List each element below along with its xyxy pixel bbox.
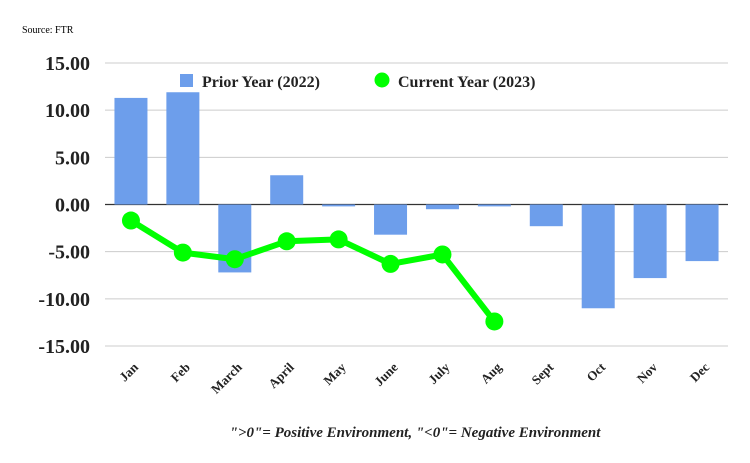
legend-bar-label: Prior Year (2022) — [202, 74, 320, 91]
point-june — [381, 254, 400, 273]
y-tick-label: 0.00 — [55, 195, 90, 217]
bar-nov — [633, 204, 667, 279]
gridlines — [105, 62, 728, 347]
point-may — [329, 230, 348, 249]
legend-bar-swatch — [180, 74, 193, 87]
point-july — [433, 245, 452, 264]
y-tick-label: 5.00 — [55, 147, 90, 169]
bar-jan — [114, 97, 148, 205]
bar-series — [114, 92, 719, 309]
current-year-line — [127, 217, 498, 325]
x-tick-label: March — [208, 359, 246, 397]
point-april — [277, 232, 296, 251]
x-tick-label: Feb — [168, 360, 193, 385]
legend-line-swatch — [374, 72, 390, 88]
bar-may — [322, 204, 356, 207]
footnote: ">0"= Positive Environment, "<0"= Negati… — [230, 425, 602, 441]
bar-dec — [685, 204, 719, 262]
point-aug — [485, 312, 504, 331]
bar-aug — [477, 204, 511, 207]
y-axis-ticks: 15.00 10.00 5.00 0.00 -5.00 -10.00 -15.00 — [38, 53, 90, 358]
bar-sept — [529, 204, 563, 227]
x-tick-label: July — [425, 359, 453, 387]
legend-line-label: Current Year (2023) — [398, 74, 535, 91]
y-tick-label: -10.00 — [38, 289, 90, 311]
point-jan — [121, 211, 140, 230]
x-tick-label: Jan — [116, 359, 141, 384]
x-tick-label: Dec — [687, 359, 713, 385]
y-tick-label: 10.00 — [45, 100, 90, 122]
x-tick-label: Nov — [634, 359, 661, 386]
x-axis-ticks: Jan Feb March April May June July Aug Sept Oct Nov… — [116, 359, 712, 397]
y-tick-label: -5.00 — [48, 242, 90, 264]
x-tick-label: Sept — [528, 359, 556, 387]
legend: Prior Year (2022) Current Year (2023) — [180, 72, 535, 91]
x-tick-label: Oct — [583, 359, 608, 384]
x-tick-label: June — [371, 359, 401, 389]
x-tick-label: Aug — [478, 359, 505, 386]
line-series — [121, 211, 504, 331]
x-tick-label: April — [265, 359, 297, 391]
y-tick-label: -15.00 — [38, 336, 90, 358]
y-tick-label: 15.00 — [45, 53, 90, 75]
bar-feb — [166, 92, 200, 205]
point-feb — [173, 243, 192, 262]
bar-july — [425, 204, 459, 210]
bar-june — [374, 204, 408, 235]
point-march — [225, 250, 244, 269]
bar-oct — [581, 204, 615, 309]
source-label: Source: FTR — [22, 25, 74, 36]
x-tick-label: May — [320, 359, 349, 388]
bar-april — [270, 175, 304, 205]
